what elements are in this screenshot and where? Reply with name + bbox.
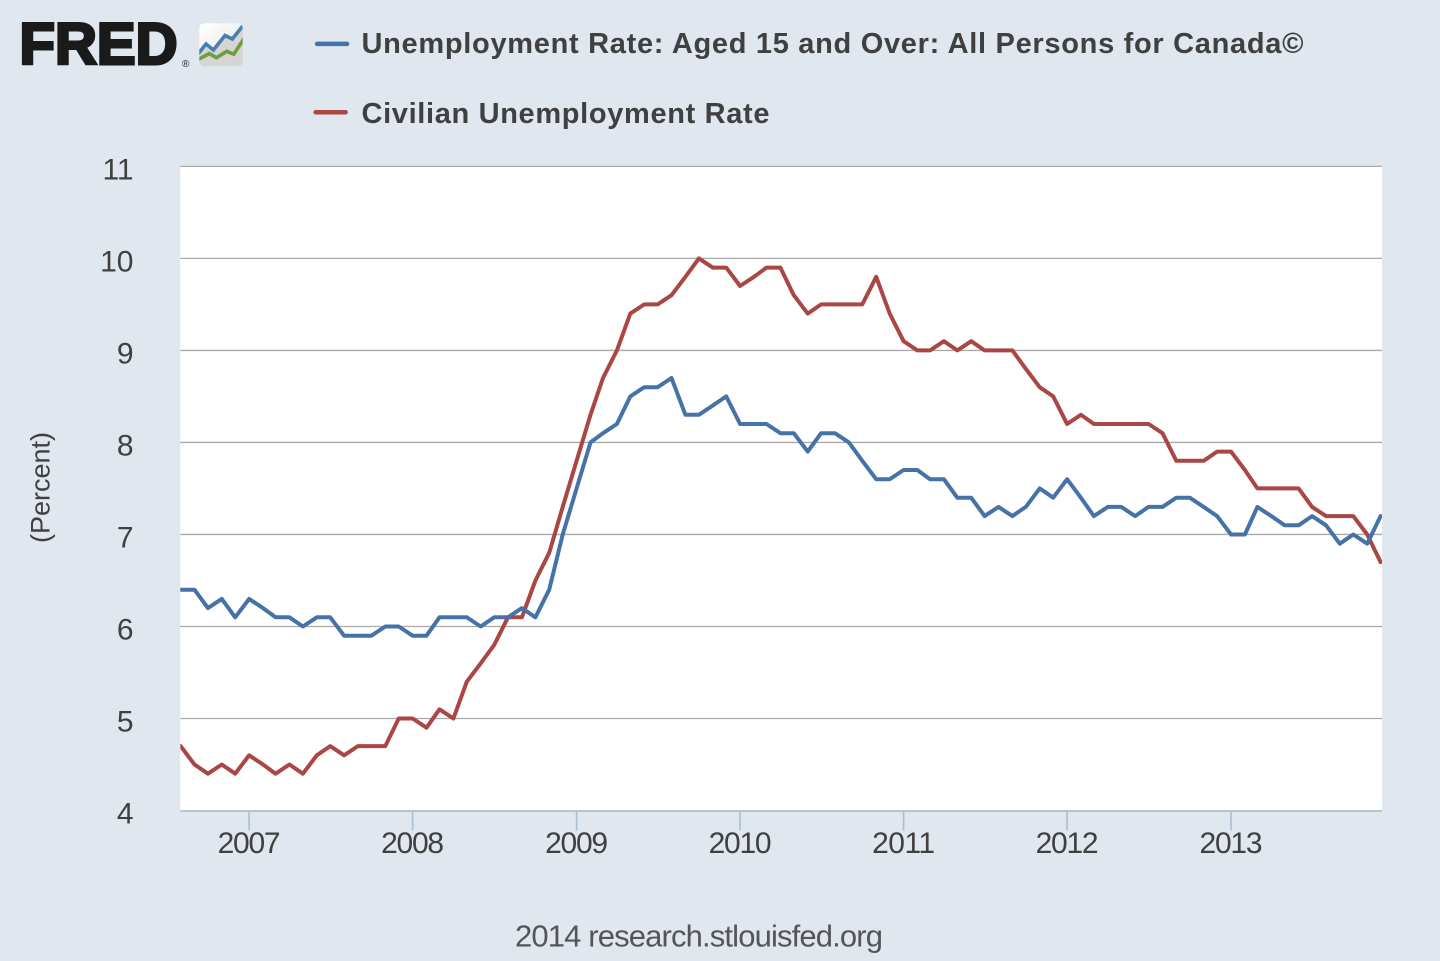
- svg-text:8: 8: [117, 429, 134, 462]
- svg-text:2007: 2007: [218, 827, 281, 860]
- svg-text:2009: 2009: [545, 827, 608, 860]
- svg-text:2014 research.stlouisfed.org: 2014 research.stlouisfed.org: [515, 919, 883, 954]
- svg-text:7: 7: [117, 522, 134, 555]
- svg-text:Civilian Unemployment Rate: Civilian Unemployment Rate: [362, 98, 770, 130]
- svg-text:2010: 2010: [709, 827, 772, 860]
- svg-text:2011: 2011: [872, 827, 935, 860]
- svg-text:10: 10: [100, 245, 133, 278]
- svg-text:5: 5: [117, 706, 134, 739]
- svg-text:2013: 2013: [1200, 827, 1263, 860]
- svg-text:®: ®: [182, 59, 190, 70]
- svg-text:2012: 2012: [1036, 827, 1099, 860]
- svg-text:4: 4: [117, 798, 134, 831]
- svg-text:9: 9: [117, 337, 134, 370]
- svg-text:11: 11: [103, 153, 134, 186]
- svg-text:6: 6: [117, 614, 134, 647]
- svg-text:2008: 2008: [381, 827, 444, 860]
- svg-text:(Percent): (Percent): [26, 432, 56, 543]
- svg-text:FRED: FRED: [20, 12, 178, 77]
- svg-text:Unemployment Rate: Aged 15 and: Unemployment Rate: Aged 15 and Over: All…: [362, 28, 1304, 60]
